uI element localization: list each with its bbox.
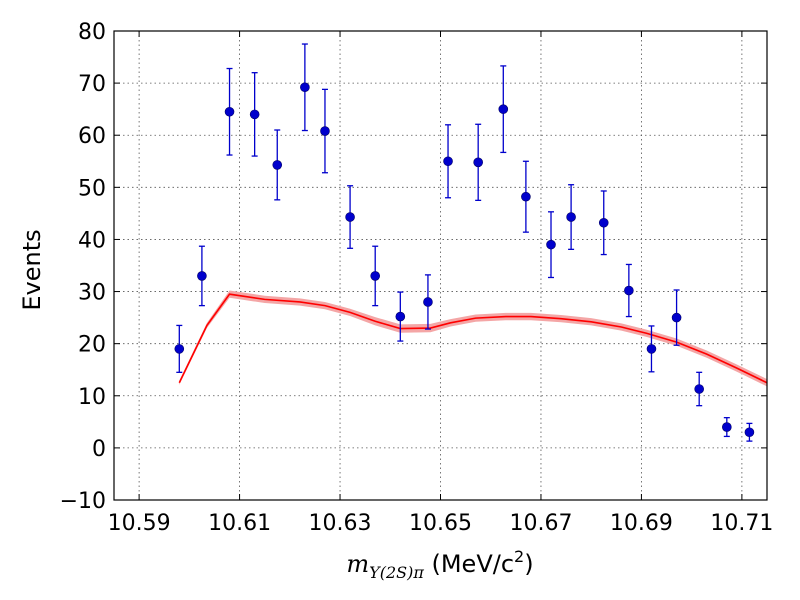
- data-point: [197, 245, 207, 307]
- data-marker: [395, 311, 406, 322]
- axis-ticks: [114, 30, 767, 501]
- data-point: [174, 324, 185, 373]
- data-point: [320, 88, 330, 174]
- data-marker: [174, 344, 185, 354]
- fit-curve: [178, 293, 767, 384]
- data-point: [272, 129, 283, 201]
- data-marker: [345, 212, 355, 222]
- x-axis-label-unit: (MeV/c: [424, 550, 514, 578]
- data-marker: [546, 239, 556, 250]
- x-tick-label: 10.71: [710, 511, 773, 536]
- data-marker: [722, 422, 732, 432]
- x-axis-label-unit-power: 2: [514, 547, 524, 566]
- data-marker: [521, 191, 531, 202]
- data-marker: [320, 126, 330, 136]
- x-axis-label-unit-close: ): [524, 550, 533, 578]
- x-tick-label: 10.61: [208, 511, 271, 536]
- y-tick-labels: −10 0 10 20 30 40 50 60 70 80: [60, 20, 106, 514]
- y-tick-label: 20: [78, 333, 106, 358]
- data-marker: [598, 217, 609, 228]
- data-marker: [646, 344, 657, 354]
- data-point: [566, 184, 576, 250]
- data-marker: [272, 160, 283, 170]
- data-marker: [473, 157, 483, 168]
- data-marker: [498, 104, 509, 114]
- data-marker: [224, 106, 235, 117]
- data-point: [744, 422, 755, 442]
- data-point: [300, 43, 310, 132]
- data-marker: [443, 156, 453, 167]
- y-axis-label: Events: [18, 229, 46, 310]
- x-tick-label: 10.69: [610, 511, 673, 536]
- data-marker: [671, 312, 682, 323]
- data-marker: [566, 212, 576, 222]
- y-tick-label: 30: [78, 281, 106, 306]
- data-point: [694, 371, 704, 407]
- y-tick-label: 50: [78, 176, 106, 201]
- data-marker: [300, 82, 310, 93]
- data-point: [370, 245, 381, 307]
- data-point: [473, 123, 483, 202]
- x-tick-label: 10.65: [409, 511, 472, 536]
- data-points: [174, 43, 755, 442]
- y-tick-label: 10: [78, 385, 106, 410]
- y-tick-label: 0: [92, 437, 106, 462]
- y-tick-label: 70: [78, 72, 106, 97]
- y-tick-label: −10: [60, 489, 106, 514]
- x-axis-label-subscript: Υ(2S)π: [369, 563, 424, 582]
- x-axis-label: mΥ(2S)π (MeV/c2): [346, 547, 533, 582]
- x-tick-label: 10.63: [309, 511, 372, 536]
- x-tick-label: 10.59: [108, 511, 171, 536]
- data-point: [249, 72, 260, 157]
- data-point: [646, 325, 657, 373]
- data-point: [521, 160, 531, 233]
- data-marker: [197, 271, 207, 281]
- data-point: [722, 417, 732, 438]
- x-tick-labels: 10.59 10.61 10.63 10.65 10.67 10.69 10.71: [108, 511, 774, 536]
- data-point: [671, 289, 682, 346]
- y-tick-label: 60: [78, 124, 106, 149]
- data-marker: [624, 285, 634, 296]
- data-point: [598, 190, 609, 256]
- x-axis-label-symbol: m: [346, 550, 369, 578]
- data-point: [395, 291, 406, 342]
- y-tick-label: 80: [78, 20, 106, 45]
- data-point: [224, 67, 235, 156]
- data-point: [443, 124, 453, 199]
- data-point: [546, 211, 556, 279]
- data-marker: [423, 297, 433, 307]
- fit-line: [178, 293, 767, 384]
- y-tick-label: 40: [78, 228, 106, 253]
- data-marker: [744, 427, 755, 438]
- data-point: [423, 274, 433, 330]
- data-point: [624, 263, 634, 318]
- data-marker: [249, 109, 260, 120]
- data-marker: [694, 384, 704, 394]
- data-point: [498, 65, 509, 154]
- x-tick-label: 10.67: [509, 511, 572, 536]
- data-point: [345, 185, 355, 249]
- data-marker: [370, 271, 381, 281]
